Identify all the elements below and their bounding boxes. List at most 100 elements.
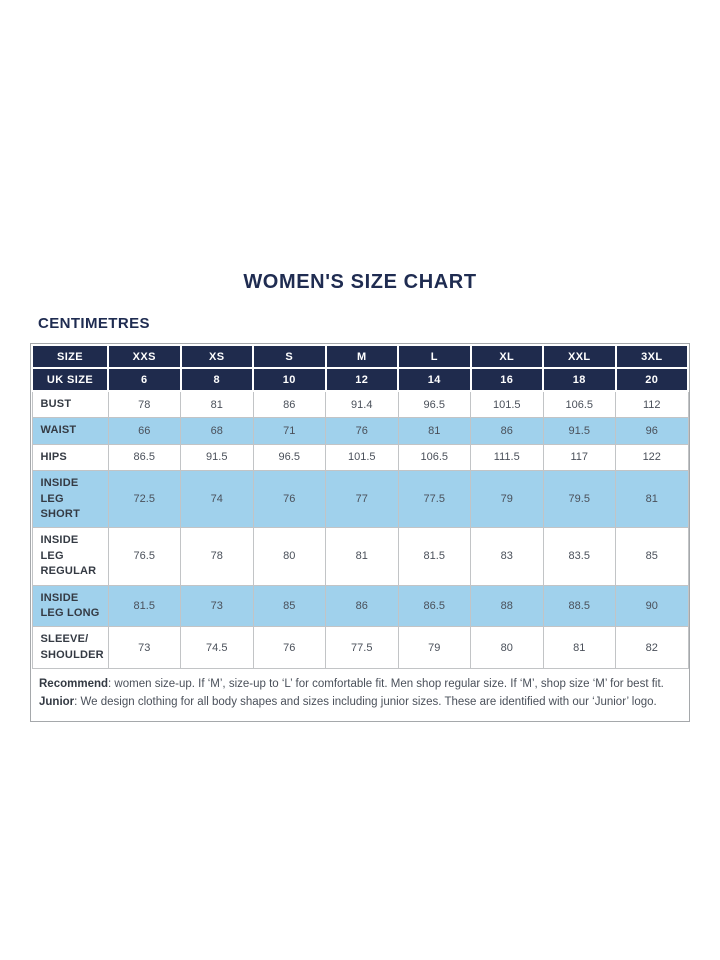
value-cell: 77 <box>325 470 399 529</box>
header-value-cell: S <box>252 344 327 369</box>
value-cell: 90 <box>615 584 689 628</box>
value-cell: 77.5 <box>397 470 471 529</box>
value-cell: 81 <box>615 470 689 529</box>
value-cell: 81 <box>180 390 254 419</box>
value-cell: 78 <box>107 390 181 419</box>
value-cell: 76 <box>325 417 399 445</box>
value-cell: 74.5 <box>180 626 254 670</box>
row-label-cell: INSIDE LEG REGULAR <box>31 527 109 586</box>
header-value-cell: 20 <box>614 367 689 392</box>
value-cell: 122 <box>615 443 689 472</box>
value-cell: 85 <box>615 527 689 586</box>
value-cell: 81 <box>325 527 399 586</box>
header-value-cell: XS <box>179 344 254 369</box>
header-value-cell: 12 <box>324 367 399 392</box>
size-table-container: SIZE XXS XS S M L XL XXL 3XL UK SIZE 6 8 10 12 14 16 18 2… <box>30 343 690 722</box>
header-value-cell: M <box>324 344 399 369</box>
header-value-cell: 3XL <box>614 344 689 369</box>
value-cell: 74 <box>180 470 254 529</box>
value-cell: 78 <box>180 527 254 586</box>
value-cell: 77.5 <box>325 626 399 670</box>
footnote-text: : women size-up. If ‘M’, size-up to ‘L’ … <box>108 678 664 691</box>
header-value-cell: L <box>397 344 472 369</box>
value-cell: 86 <box>470 417 544 445</box>
value-cell: 71 <box>252 417 326 445</box>
header-value-cell: 18 <box>542 367 617 392</box>
value-cell: 96 <box>615 417 689 445</box>
header-label-cell: SIZE <box>31 344 109 369</box>
header-row-uk-size: UK SIZE 6 8 10 12 14 16 18 20 <box>31 367 689 392</box>
row-label-cell: HIPS <box>31 443 109 472</box>
value-cell: 91.5 <box>542 417 616 445</box>
footnotes: Recommend: women size-up. If ‘M’, size-u… <box>31 669 689 721</box>
header-label-cell: UK SIZE <box>31 367 109 392</box>
row-label-cell: INSIDE LEG SHORT <box>31 470 109 529</box>
footnote-text: : We design clothing for all body shapes… <box>74 696 657 709</box>
value-cell: 83 <box>470 527 544 586</box>
footnote-label: Junior <box>39 696 75 709</box>
value-cell: 82 <box>615 626 689 670</box>
row-label-cell: INSIDE LEG LONG <box>31 584 109 628</box>
value-cell: 81.5 <box>107 584 181 628</box>
value-cell: 86.5 <box>397 584 471 628</box>
row-label-cell: BUST <box>31 390 109 419</box>
value-cell: 66 <box>107 417 181 445</box>
value-cell: 80 <box>252 527 326 586</box>
value-cell: 86 <box>325 584 399 628</box>
value-cell: 86.5 <box>107 443 181 472</box>
header-value-cell: XXL <box>542 344 617 369</box>
page-title: WOMEN'S SIZE CHART <box>243 271 477 293</box>
value-cell: 72.5 <box>107 470 181 529</box>
header-value-cell: XXS <box>107 344 182 369</box>
value-cell: 76.5 <box>107 527 181 586</box>
value-cell: 86 <box>252 390 326 419</box>
table-row: BUST 78 81 86 91.4 96.5 101.5 106.5 112 <box>31 390 689 419</box>
value-cell: 91.5 <box>180 443 254 472</box>
value-cell: 88.5 <box>542 584 616 628</box>
value-cell: 88 <box>470 584 544 628</box>
header-value-cell: 6 <box>107 367 182 392</box>
value-cell: 76 <box>252 470 326 529</box>
size-table-body: BUST 78 81 86 91.4 96.5 101.5 106.5 112 WAIST 66 68… <box>31 390 689 670</box>
value-cell: 83.5 <box>542 527 616 586</box>
header-value-cell: XL <box>469 344 544 369</box>
row-label-cell: SLEEVE/​SHOULDER <box>31 626 109 670</box>
table-row: INSIDE LEG SHORT 72.5 74 76 77 77.5 79 79.5 81 <box>31 470 689 529</box>
size-table: SIZE XXS XS S M L XL XXL 3XL UK SIZE 6 8 10 12 14 16 18 2… <box>31 344 689 670</box>
value-cell: 101.5 <box>325 443 399 472</box>
value-cell: 81.5 <box>397 527 471 586</box>
footnote-line: Junior: We design clothing for all body … <box>39 694 681 711</box>
value-cell: 101.5 <box>470 390 544 419</box>
table-row: INSIDE LEG LONG 81.5 73 85 86 86.5 88 88.5 90 <box>31 584 689 628</box>
row-label-cell: WAIST <box>31 417 109 445</box>
header-value-cell: 16 <box>469 367 544 392</box>
size-table-header: SIZE XXS XS S M L XL XXL 3XL UK SIZE 6 8 10 12 14 16 18 2… <box>31 344 689 392</box>
value-cell: 76 <box>252 626 326 670</box>
value-cell: 81 <box>542 626 616 670</box>
value-cell: 96.5 <box>397 390 471 419</box>
value-cell: 73 <box>180 584 254 628</box>
footnote-line: Recommend: women size-up. If ‘M’, size-u… <box>39 676 681 693</box>
header-value-cell: 10 <box>252 367 327 392</box>
value-cell: 81 <box>397 417 471 445</box>
header-row-size: SIZE XXS XS S M L XL XXL 3XL <box>31 344 689 369</box>
value-cell: 91.4 <box>325 390 399 419</box>
value-cell: 79 <box>397 626 471 670</box>
value-cell: 79 <box>470 470 544 529</box>
value-cell: 80 <box>470 626 544 670</box>
value-cell: 96.5 <box>252 443 326 472</box>
table-row: WAIST 66 68 71 76 81 86 91.5 96 <box>31 417 689 445</box>
header-value-cell: 14 <box>397 367 472 392</box>
table-row: SLEEVE/​SHOULDER 73 74.5 76 77.5 79 80 81 82 <box>31 626 689 670</box>
table-row: HIPS 86.5 91.5 96.5 101.5 106.5 111.5 117 122 <box>31 443 689 472</box>
value-cell: 111.5 <box>470 443 544 472</box>
value-cell: 68 <box>180 417 254 445</box>
unit-label: CENTIMETRES <box>38 315 150 332</box>
value-cell: 117 <box>542 443 616 472</box>
header-value-cell: 8 <box>179 367 254 392</box>
value-cell: 85 <box>252 584 326 628</box>
value-cell: 112 <box>615 390 689 419</box>
value-cell: 106.5 <box>542 390 616 419</box>
value-cell: 73 <box>107 626 181 670</box>
